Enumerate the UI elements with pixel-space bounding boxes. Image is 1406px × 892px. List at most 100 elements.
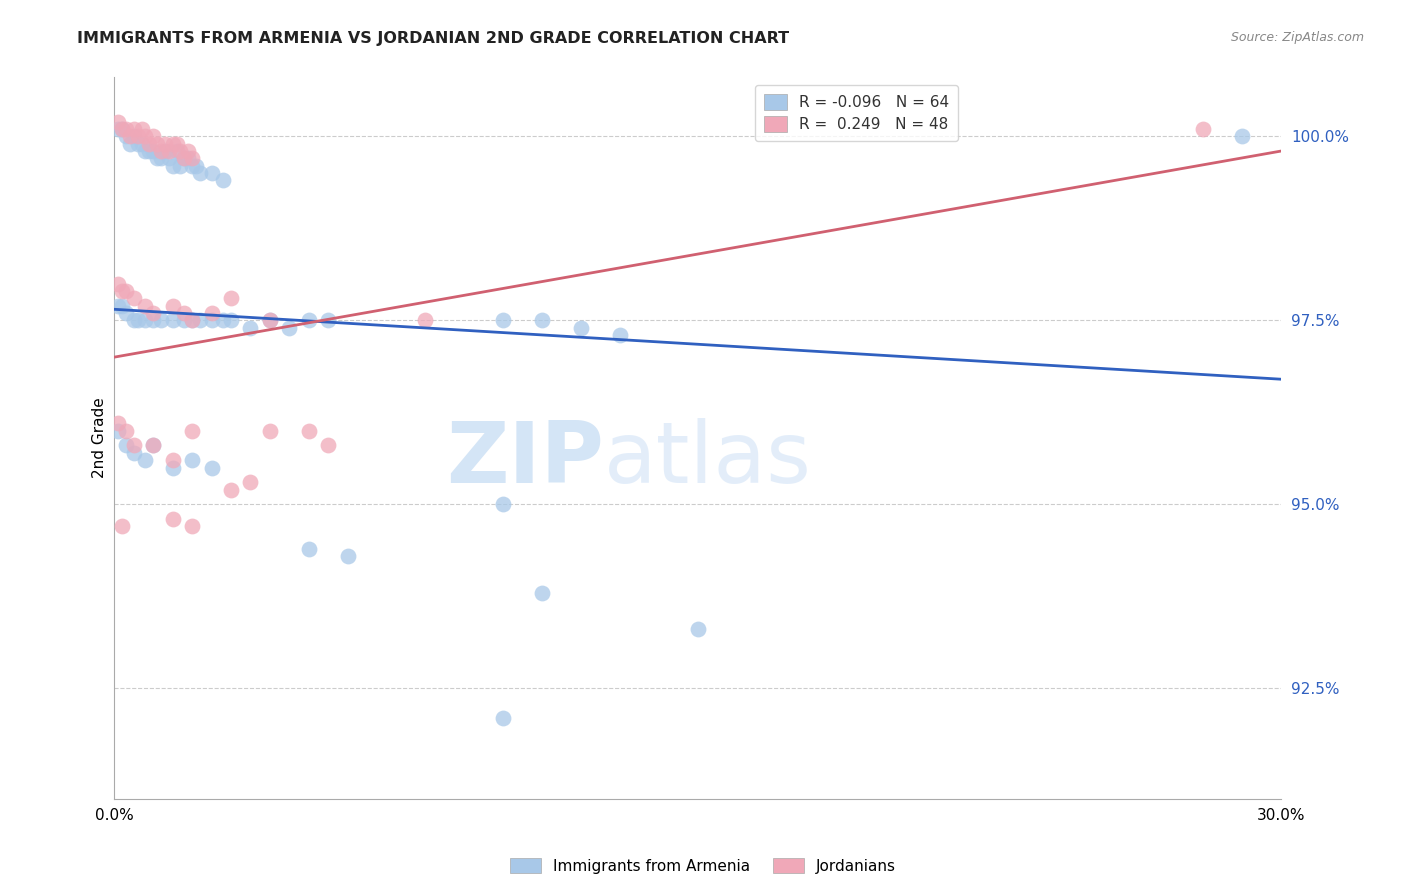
Point (107, 114, 129, 128)
Point (219, 483, 242, 497)
Point (219, 291, 242, 305)
Point (169, 144, 191, 158)
Point (239, 320, 262, 334)
Point (181, 313, 204, 327)
Point (142, 144, 165, 158)
Point (200, 166, 222, 180)
Point (259, 424, 281, 438)
Point (115, 306, 138, 320)
Point (107, 122, 129, 136)
Point (531, 585, 554, 599)
Point (239, 475, 262, 490)
Point (298, 313, 321, 327)
Point (177, 152, 200, 166)
Point (219, 313, 242, 327)
Point (149, 313, 172, 327)
Text: IMMIGRANTS FROM ARMENIA VS JORDANIAN 2ND GRADE CORRELATION CHART: IMMIGRANTS FROM ARMENIA VS JORDANIAN 2ND… (77, 31, 789, 46)
Legend: Immigrants from Armenia, Jordanians: Immigrants from Armenia, Jordanians (505, 852, 901, 880)
Point (111, 299, 134, 313)
Point (212, 173, 235, 187)
Point (200, 460, 222, 475)
Point (162, 159, 184, 173)
Point (138, 144, 160, 158)
Point (146, 136, 169, 151)
Point (134, 313, 156, 327)
Point (181, 424, 204, 438)
Point (181, 313, 204, 327)
Point (531, 313, 554, 327)
Point (181, 159, 204, 173)
Point (181, 519, 204, 533)
Point (122, 291, 145, 305)
Point (122, 446, 145, 460)
Point (298, 541, 321, 556)
Point (278, 320, 301, 334)
Point (157, 152, 180, 166)
Point (157, 144, 180, 158)
Point (162, 299, 184, 313)
Point (212, 313, 235, 327)
Point (492, 313, 515, 327)
Point (336, 549, 359, 563)
Point (173, 306, 195, 320)
Point (569, 320, 592, 334)
Point (609, 328, 631, 343)
Point (142, 438, 165, 452)
Point (118, 136, 141, 151)
Point (115, 122, 138, 136)
Point (184, 159, 207, 173)
Point (142, 313, 165, 327)
Point (177, 144, 200, 158)
Point (142, 306, 165, 320)
Point (111, 519, 134, 533)
Point (686, 623, 709, 637)
Point (122, 438, 145, 452)
Point (122, 313, 145, 327)
Point (316, 438, 339, 452)
Point (162, 512, 184, 526)
Point (173, 152, 195, 166)
Point (173, 152, 195, 166)
Point (149, 144, 172, 158)
Point (166, 136, 188, 151)
Point (115, 284, 138, 298)
Point (169, 159, 191, 173)
Point (146, 152, 169, 166)
Point (115, 424, 138, 438)
Point (1192, 122, 1215, 136)
Text: ZIP: ZIP (447, 418, 605, 501)
Point (111, 122, 134, 136)
Point (127, 129, 149, 144)
Point (142, 438, 165, 452)
Point (107, 299, 129, 313)
Point (173, 313, 195, 327)
Point (111, 284, 134, 298)
Point (138, 136, 160, 151)
Point (200, 306, 222, 320)
Point (153, 136, 176, 151)
Point (115, 129, 138, 144)
Point (142, 129, 165, 144)
Point (127, 136, 149, 151)
Text: atlas: atlas (605, 418, 813, 501)
Point (149, 152, 172, 166)
Point (316, 313, 339, 327)
Point (107, 277, 129, 291)
Point (131, 136, 153, 151)
Point (492, 711, 515, 725)
Point (188, 166, 211, 180)
Text: Source: ZipAtlas.com: Source: ZipAtlas.com (1230, 31, 1364, 45)
Point (134, 144, 156, 158)
Point (134, 299, 156, 313)
Point (131, 122, 153, 136)
Point (153, 144, 176, 158)
Point (127, 313, 149, 327)
Point (122, 122, 145, 136)
Point (134, 453, 156, 467)
Point (492, 497, 515, 511)
Point (415, 313, 437, 327)
Point (188, 313, 211, 327)
Point (107, 424, 129, 438)
Point (259, 313, 281, 327)
Point (118, 129, 141, 144)
